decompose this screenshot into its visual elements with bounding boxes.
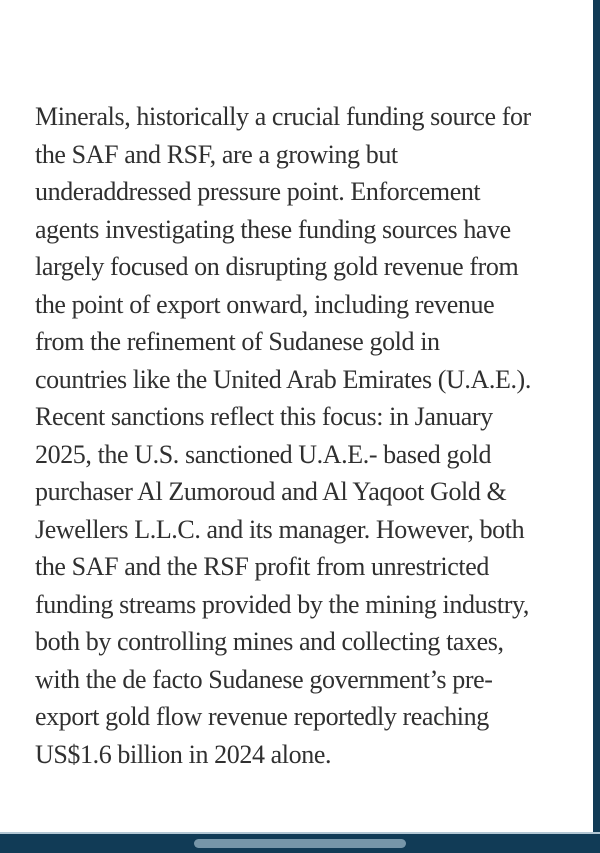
- home-indicator-handle[interactable]: [194, 839, 406, 848]
- article-body: Minerals, historically a crucial funding…: [35, 23, 580, 853]
- bottom-bar: [0, 832, 600, 853]
- paragraph-minerals-funding: Minerals, historically a crucial funding…: [35, 102, 531, 769]
- right-edge-accent-bar: [593, 0, 600, 853]
